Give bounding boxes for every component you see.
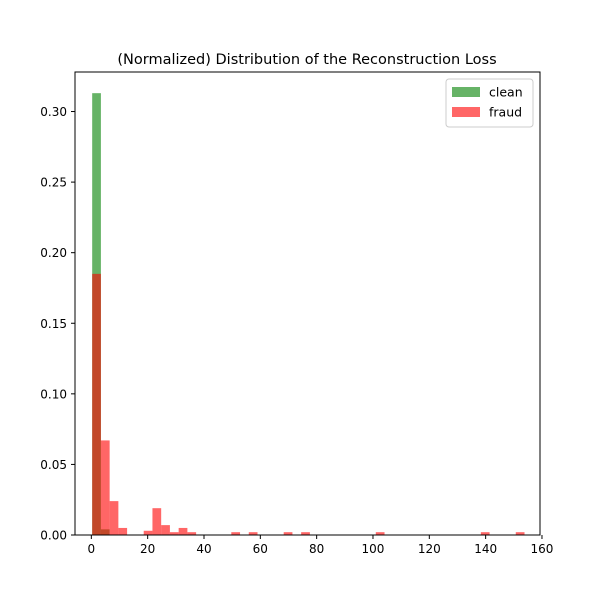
x-tick-label: 140 [474,542,497,556]
fraud-bar [187,532,197,535]
plot-frame [74,71,541,536]
x-tick-label: 40 [196,542,211,556]
fraud-bar [375,532,385,535]
x-tick-label: 80 [309,542,324,556]
fraud-bar [231,532,241,535]
bars-layer [92,93,525,536]
fraud-bar [100,440,110,535]
fraud-bar [283,532,293,535]
y-tick-label: 0.30 [40,105,67,119]
legend-swatch-clean [452,87,480,97]
x-tick-label: 0 [88,542,96,556]
fraud-bar [109,501,119,535]
fraud-bar [118,527,128,535]
chart-title: (Normalized) Distribution of the Reconst… [117,52,496,68]
x-tick-label: 60 [253,542,268,556]
fraud-bar [152,508,162,535]
legend-swatch-fraud [452,107,480,117]
legend: clean fraud [445,78,534,128]
fraud-bar [92,273,101,535]
legend-label-fraud: fraud [489,105,522,120]
x-tick-label: 100 [362,542,385,556]
fraud-bar [143,530,153,535]
y-tick-label: 0.20 [40,246,67,260]
fraud-bar [301,532,310,535]
x-tick-label: 160 [531,542,554,556]
fraud-bar [248,532,258,535]
fraud-bar [480,532,490,535]
y-tick-label: 0.05 [40,458,67,472]
fraud-bar [178,527,188,535]
x-tick-label: 120 [418,542,441,556]
fraud-bar [169,532,179,535]
x-tick-label: 20 [140,542,155,556]
fraud-bar [515,532,525,535]
fraud-bar [161,525,170,535]
y-tick-label: 0.15 [40,317,67,331]
legend-label-clean: clean [489,85,523,100]
axes-layer: 0 20 40 60 80 100 120 140 160 0.00 0.05 0.10 0.15 0.2… [40,71,554,556]
y-tick-label: 0.10 [40,387,67,401]
y-tick-label: 0.00 [40,529,67,543]
y-tick-label: 0.25 [40,176,67,190]
